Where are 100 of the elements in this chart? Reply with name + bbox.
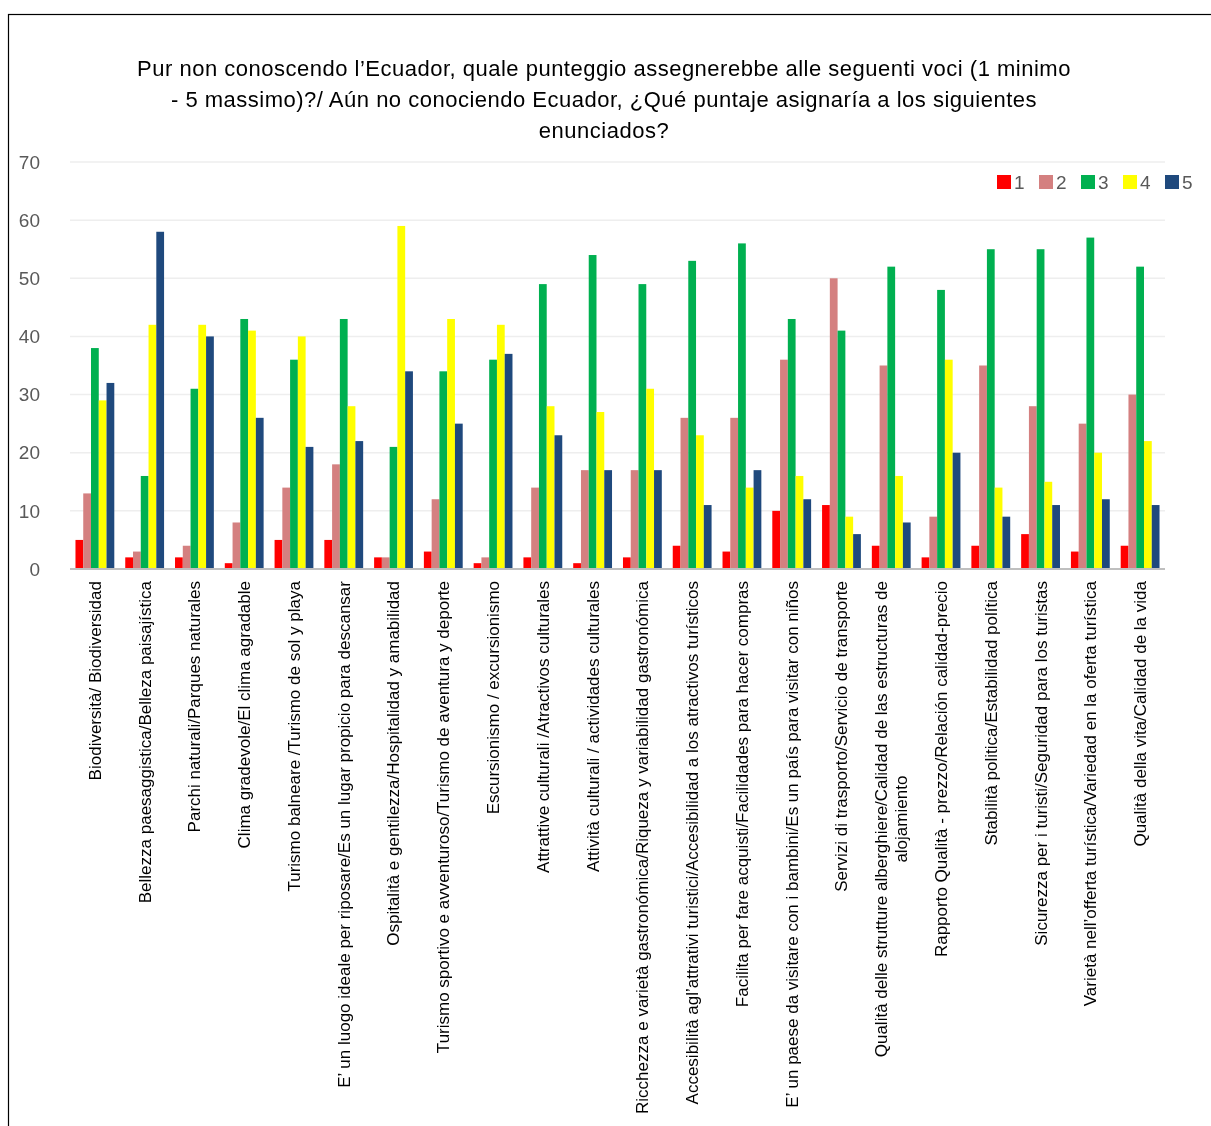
bar <box>937 289 945 569</box>
bar <box>580 470 589 569</box>
bar <box>496 324 505 569</box>
legend-label: 1 <box>1014 171 1025 193</box>
x-tick-label: Attrattive culturali /Atractivos culturales <box>533 581 553 873</box>
x-tick-label: Qualità delle strutture alberghiere/Calidad de las estructuras de alojamiento <box>872 581 912 1058</box>
bar <box>397 225 406 569</box>
bar <box>156 231 165 569</box>
bar <box>454 423 463 569</box>
bar <box>554 435 563 569</box>
bar <box>439 371 448 569</box>
bar <box>198 324 207 569</box>
bar <box>837 330 846 569</box>
x-tick-label: Attività culturali / actividades culturales <box>583 581 603 873</box>
bar <box>696 435 704 569</box>
x-tick-label: Qualità della vita/Calidad de la vida <box>1131 580 1151 847</box>
bar <box>447 318 455 569</box>
bar <box>83 493 91 569</box>
bar <box>1021 534 1029 569</box>
bar <box>339 318 348 569</box>
bar <box>489 359 497 569</box>
bar <box>546 406 555 569</box>
bar <box>596 412 605 569</box>
bar <box>1136 266 1144 569</box>
bar <box>780 359 788 569</box>
bar <box>738 243 746 569</box>
bar <box>405 371 413 569</box>
y-tick-label: 30 <box>18 384 40 406</box>
bar <box>75 539 84 569</box>
y-tick-label: 50 <box>18 267 40 289</box>
bar <box>979 365 987 569</box>
x-tick-label: Turismo sportivo e avventuroso/Turismo de aventura y deporte <box>434 581 454 1054</box>
x-tick-label: Ricchezza e varietà gastronómica/Riqueza y variabilidad gastronómica <box>633 580 653 1114</box>
x-tick-label: Bellezza paesaggistica/Belleza paisajística <box>135 580 155 904</box>
bar <box>523 557 532 569</box>
bar <box>98 400 107 569</box>
x-tick-label: Varietà nell’offerta turística/Variedad en la oferta turística <box>1081 580 1101 1007</box>
bar <box>381 557 390 569</box>
bar <box>703 505 712 569</box>
bar <box>297 336 306 569</box>
bar <box>803 499 812 569</box>
bar <box>182 545 191 569</box>
bar <box>822 505 830 569</box>
y-tick-label: 0 <box>29 558 40 580</box>
bar <box>531 487 539 569</box>
bar <box>887 266 896 569</box>
bar <box>140 475 149 569</box>
bar <box>538 284 547 569</box>
x-tick-label: E’ un luogo ideale per riposare/Es un lugar propicio para descansar <box>334 580 354 1088</box>
bar <box>255 417 264 569</box>
bar <box>332 464 340 569</box>
bar <box>853 534 861 569</box>
bar <box>622 557 631 569</box>
bar <box>654 470 662 569</box>
bar <box>630 470 639 569</box>
bar <box>1086 237 1095 569</box>
x-tick-label: Clima gradevole/El clima agradable <box>235 581 255 849</box>
bar <box>240 318 249 569</box>
bar <box>1052 505 1060 569</box>
bar <box>148 324 157 569</box>
bar <box>355 441 364 569</box>
bar <box>282 487 291 569</box>
bar <box>1044 481 1053 569</box>
x-tick-label: Accesibilità agl’attrativi turistici/Accesibilidad a los atractivos turísticos <box>683 581 703 1105</box>
bar <box>1128 394 1137 569</box>
bar <box>1094 452 1102 569</box>
legend-label: 4 <box>1140 171 1151 193</box>
bar <box>1028 406 1037 569</box>
x-tick-label: E’ un paese da visitare con i bambini/Es un país para visitar con niños <box>782 581 802 1108</box>
bar <box>175 557 183 569</box>
x-tick-label: Servizi di trasporto/Servicio de transporte <box>832 581 852 892</box>
bar <box>1144 441 1152 569</box>
bar <box>125 557 134 569</box>
bar <box>730 417 739 569</box>
bar <box>929 516 938 569</box>
bar <box>986 249 995 569</box>
y-tick-label: 70 <box>18 151 40 173</box>
bar <box>91 348 99 569</box>
bar <box>206 336 214 569</box>
x-tick-label: Stabilità politica/Estabilidad política <box>981 580 1001 846</box>
bar <box>588 255 597 569</box>
bar <box>106 382 115 569</box>
bar <box>745 487 754 569</box>
chart-title: Pur non conoscendo l’Ecuador, quale punteggio assegnerebbe alle seguenti voci (1 minimo - 5 massimo)?/ Aún no conociendo Ecuador, ¿Qué puntaje asignaría a los siguientes enunciados? <box>137 56 1071 143</box>
bar <box>1036 249 1045 569</box>
bar <box>1151 505 1160 569</box>
x-tick-label: Parchi naturali/Parques naturales <box>185 581 205 833</box>
x-tick-label: Escursionismo / excursionismo <box>484 581 504 815</box>
legend-label: 5 <box>1182 171 1193 193</box>
bar <box>871 545 880 569</box>
y-tick-label: 60 <box>18 209 40 231</box>
bar <box>829 278 838 569</box>
bar <box>688 260 697 569</box>
legend-label: 3 <box>1098 171 1109 193</box>
bar <box>374 557 382 569</box>
x-tick-label: Rapporto Qualità - prezzo/Relación calidad-precio <box>931 581 951 958</box>
bar <box>1101 499 1110 569</box>
x-tick-label: Ospitalità e gentilezza/Hospitalidad y amabilidad <box>384 581 404 946</box>
bar <box>672 545 681 569</box>
bar <box>971 545 980 569</box>
